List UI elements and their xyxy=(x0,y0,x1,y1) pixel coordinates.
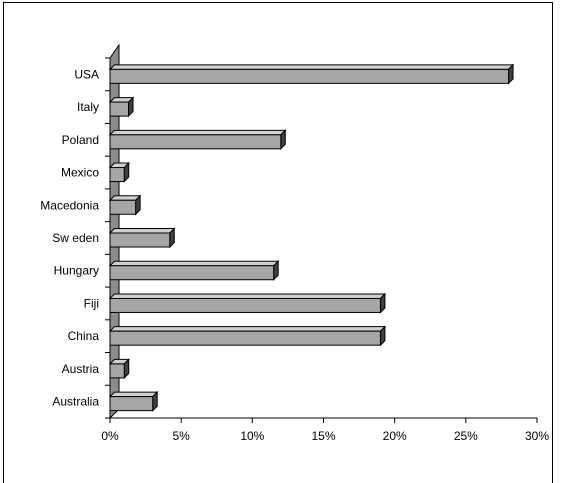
bar-top xyxy=(108,64,515,70)
bar xyxy=(108,63,515,85)
x-tick-label: 0% xyxy=(101,429,119,443)
bar-front xyxy=(109,134,282,150)
bar-front xyxy=(109,265,275,281)
category-label: Poland xyxy=(62,133,99,147)
bar xyxy=(108,260,280,281)
bar-front xyxy=(109,101,130,117)
bar-top xyxy=(108,260,280,267)
bar-top xyxy=(108,129,287,136)
bar xyxy=(108,292,387,314)
x-tick-label: 5% xyxy=(172,429,190,443)
bar-front xyxy=(109,330,381,346)
bar-top xyxy=(108,326,387,332)
bar-layer xyxy=(108,63,515,412)
x-tick-label: 15% xyxy=(311,429,335,443)
category-label: Macedonia xyxy=(40,198,99,212)
bar xyxy=(108,227,176,249)
bar-front xyxy=(109,297,381,313)
category-label: China xyxy=(68,329,100,343)
label-layer: 0% 5% 10% 15% 20% 25% 30% USA Italy Poland Mexico M… xyxy=(40,67,549,443)
x-tick-label: 25% xyxy=(454,429,478,443)
bar xyxy=(108,161,130,183)
bar xyxy=(108,194,142,216)
category-label: USA xyxy=(74,67,99,81)
category-label: Austria xyxy=(62,362,100,376)
bar-front xyxy=(109,167,125,183)
category-label: Sw eden xyxy=(52,231,99,245)
x-tick-label: 20% xyxy=(383,429,407,443)
bar xyxy=(108,325,387,347)
bar-top xyxy=(108,391,159,398)
bar xyxy=(108,358,130,380)
category-label: Hungary xyxy=(54,264,99,278)
bar-top xyxy=(108,293,387,299)
x-tick-label: 30% xyxy=(525,429,549,443)
bar xyxy=(108,129,287,151)
bar xyxy=(108,96,135,118)
bar-front xyxy=(109,363,125,379)
bar xyxy=(108,390,159,412)
bar-front xyxy=(109,232,171,248)
category-label: Australia xyxy=(52,395,99,409)
category-label: Italy xyxy=(77,100,99,114)
bar-front xyxy=(109,199,137,215)
category-label: Mexico xyxy=(61,166,99,180)
bar-top xyxy=(108,228,176,234)
bar-front xyxy=(109,68,510,84)
bar-front xyxy=(109,396,154,412)
category-label: Fiji xyxy=(84,296,99,310)
x-tick-label: 10% xyxy=(240,429,264,443)
chart-frame xyxy=(3,2,553,483)
